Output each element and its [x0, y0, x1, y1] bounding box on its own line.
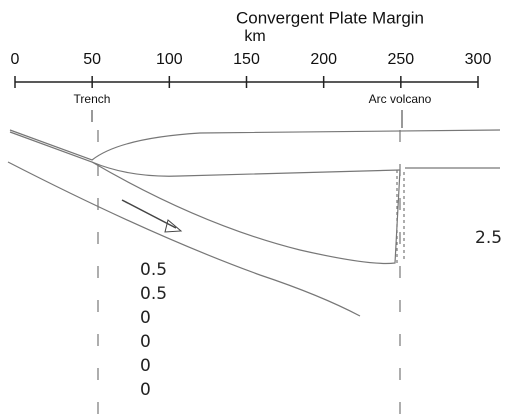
- scale-tick-label: 0: [11, 51, 20, 68]
- cross-section: [8, 130, 500, 415]
- scale-tick-label: 50: [83, 51, 101, 68]
- unit-label: km: [244, 28, 265, 45]
- scale-tick-label: 300: [465, 51, 492, 68]
- handwritten-value: 0: [140, 356, 151, 376]
- magma-conduit: [397, 170, 404, 265]
- side-note: 2.5: [475, 228, 502, 248]
- worksheet: Convergent Plate Margin km 0 50 100 150 200 2…: [0, 0, 531, 415]
- handwritten-value: 0: [140, 380, 151, 400]
- scale-tick-label: 200: [310, 51, 337, 68]
- handwritten-value: 0.5: [140, 260, 167, 280]
- surface: [10, 130, 500, 160]
- slab-bottom: [8, 162, 360, 316]
- subduction-arrow: [122, 200, 176, 228]
- scale-tick-label: 150: [233, 51, 260, 68]
- arc-volcano-label: Arc volcano: [369, 92, 432, 106]
- title: Convergent Plate Margin: [236, 8, 424, 27]
- handwritten-value: 0.5: [140, 284, 167, 304]
- handwritten-column: 0.5 0.5 0 0 0 0: [140, 260, 167, 400]
- handwritten-value: 0: [140, 332, 151, 352]
- scale-tick-label: 250: [387, 51, 414, 68]
- handwritten-value: 0: [140, 308, 151, 328]
- trench-label: Trench: [74, 92, 111, 106]
- wedge-top: [92, 162, 400, 176]
- scale-tick-label: 100: [156, 51, 183, 68]
